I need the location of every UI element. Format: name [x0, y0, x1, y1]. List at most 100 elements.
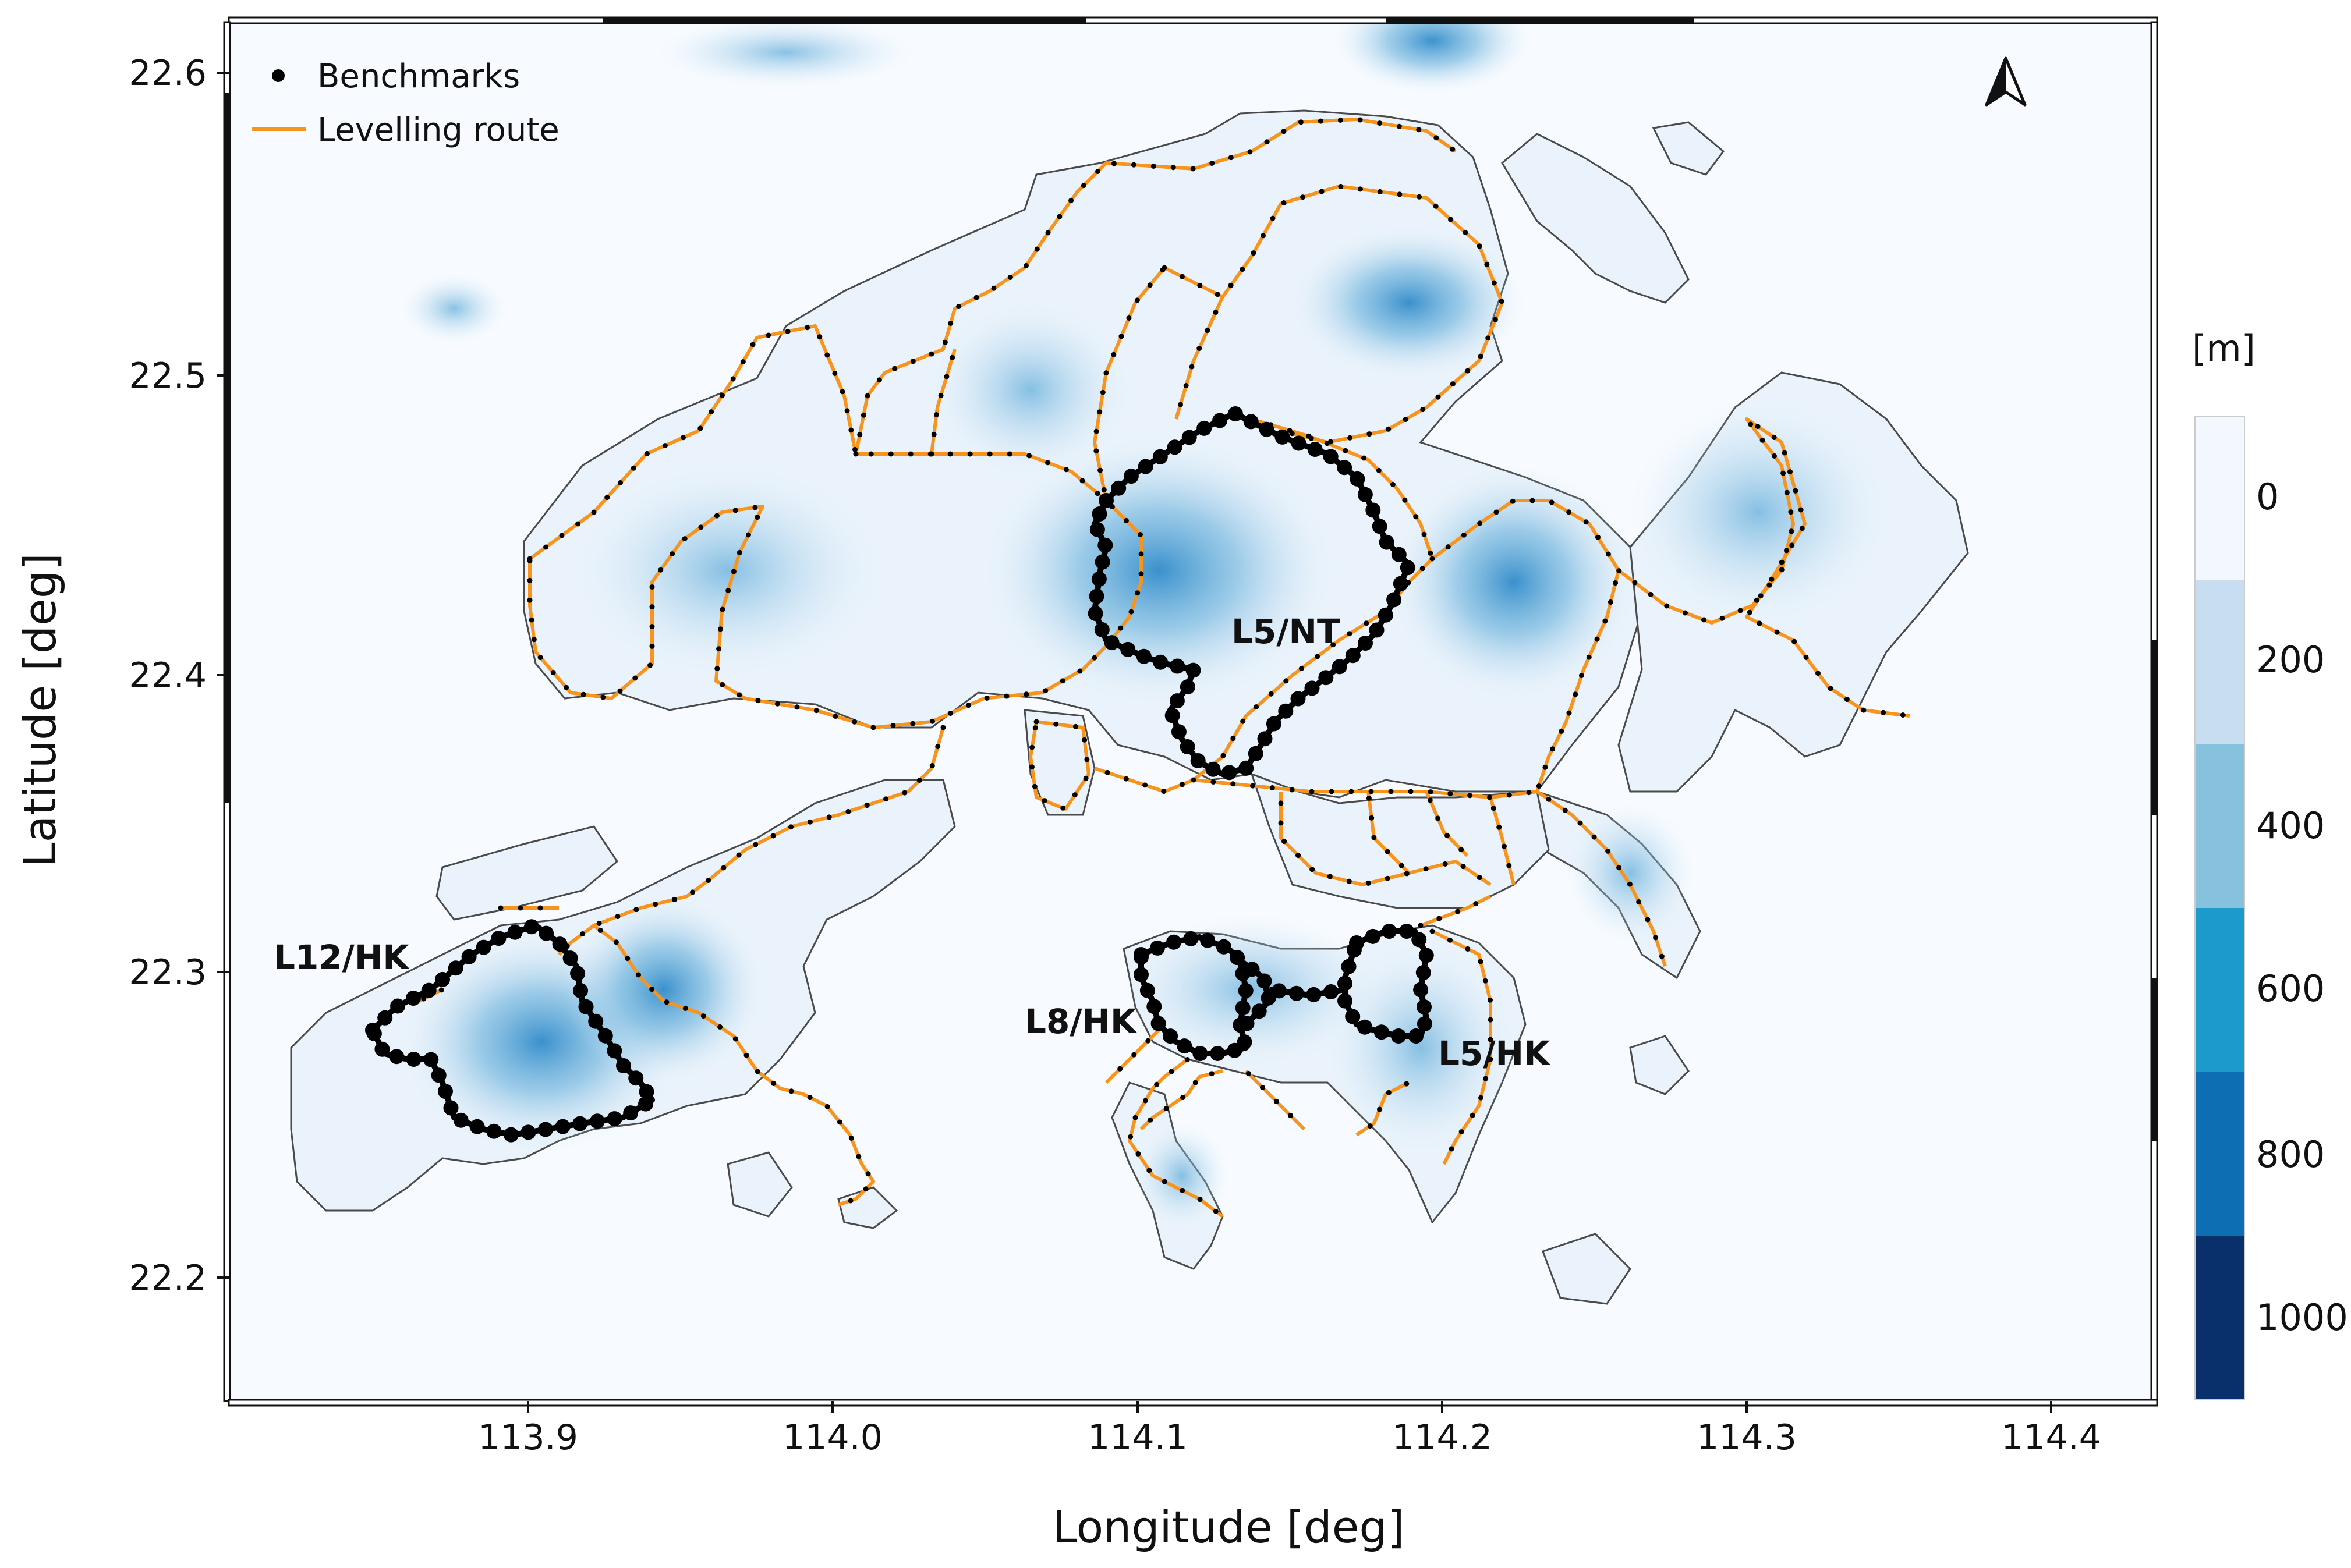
eastern-islets [1629, 1035, 1690, 1095]
benchmark-marker [1290, 691, 1306, 707]
benchmark-marker [833, 714, 838, 719]
benchmark-marker [807, 1095, 813, 1101]
benchmark-marker [1391, 547, 1407, 562]
benchmark-marker [682, 1005, 688, 1011]
benchmark-marker [987, 451, 993, 457]
benchmark-marker [1295, 853, 1301, 859]
benchmark-marker [1369, 815, 1375, 821]
benchmark-marker [1250, 783, 1255, 789]
benchmark-marker [633, 907, 639, 913]
benchmark-marker [377, 1010, 393, 1026]
benchmark-marker [1559, 728, 1564, 734]
benchmark-marker [1134, 949, 1149, 965]
benchmark-marker [597, 1028, 613, 1044]
benchmark-marker [1300, 194, 1306, 200]
benchmark-marker [1771, 435, 1777, 440]
benchmark-marker [1272, 983, 1287, 999]
benchmark-marker [910, 359, 916, 364]
colorbar-swatch [2195, 580, 2244, 745]
legend-benchmark-marker [272, 69, 285, 82]
benchmark-marker [518, 905, 523, 911]
mirs-bay-coast [1501, 133, 1690, 304]
benchmark-marker [1135, 590, 1141, 596]
benchmark-marker [1496, 824, 1502, 830]
benchmark-marker [575, 521, 580, 527]
benchmark-marker [649, 624, 655, 629]
benchmark-marker [1458, 847, 1464, 853]
benchmark-marker [700, 1013, 706, 1019]
benchmark-marker [662, 443, 668, 449]
y-tick-label: 22.3 [129, 952, 207, 993]
benchmark-marker [406, 1052, 422, 1067]
benchmark-marker [537, 905, 543, 911]
sai-kung-relief [1630, 402, 1886, 623]
benchmark-marker [1190, 753, 1206, 768]
benchmark-marker [1549, 499, 1555, 505]
benchmark-marker [644, 450, 650, 456]
benchmark-marker [1367, 1123, 1373, 1129]
benchmark-marker [1386, 592, 1402, 608]
benchmark-marker [1591, 834, 1597, 840]
benchmark-marker [720, 682, 725, 687]
benchmark-marker [1377, 1106, 1383, 1112]
benchmark-marker [1683, 610, 1688, 616]
benchmark-marker [1180, 739, 1195, 754]
benchmark-marker [1608, 599, 1613, 605]
benchmark-marker [1126, 315, 1132, 321]
benchmark-marker [1128, 1134, 1134, 1140]
benchmark-marker [521, 1124, 536, 1140]
benchmark-marker [1417, 194, 1422, 200]
benchmark-marker [1428, 550, 1433, 556]
benchmark-marker [1455, 909, 1461, 914]
benchmark-marker [1636, 899, 1642, 904]
benchmark-marker [1319, 189, 1325, 194]
benchmark-marker [1478, 1095, 1483, 1101]
benchmark-marker [1024, 691, 1029, 697]
benchmark-marker [1421, 531, 1427, 537]
benchmark-marker [1257, 731, 1273, 747]
benchmark-marker [853, 451, 859, 457]
benchmark-marker [1196, 420, 1212, 436]
colorbar-swatch [2195, 744, 2244, 909]
benchmark-marker [824, 352, 830, 358]
benchmark-marker [681, 435, 686, 441]
benchmark-marker [848, 1198, 854, 1204]
benchmark-marker [639, 1084, 654, 1099]
benchmark-marker [716, 646, 722, 652]
benchmark-marker [1197, 282, 1203, 288]
benchmark-marker [1084, 757, 1090, 762]
benchmark-marker [1774, 629, 1780, 635]
benchmark-marker [1287, 428, 1293, 433]
benchmark-marker [697, 425, 703, 431]
benchmark-marker [631, 465, 636, 471]
benchmark-marker [1179, 782, 1185, 787]
benchmark-marker [1861, 707, 1867, 713]
benchmark-marker [1327, 874, 1333, 879]
benchmark-marker [807, 819, 813, 825]
benchmark-marker [1251, 250, 1256, 256]
benchmark-marker [607, 1111, 622, 1127]
benchmark-marker [1259, 1084, 1265, 1090]
benchmark-marker [1900, 712, 1906, 718]
x-tick-label: 114.3 [1697, 1417, 1797, 1458]
benchmark-marker [1348, 789, 1354, 794]
benchmark-marker [732, 1036, 738, 1042]
benchmark-marker [1408, 1028, 1424, 1044]
benchmark-marker [848, 1135, 854, 1141]
benchmark-marker [1423, 866, 1429, 872]
benchmark-marker [1411, 932, 1427, 948]
benchmark-marker [1404, 1081, 1410, 1087]
benchmark-marker [1213, 1208, 1219, 1214]
benchmark-marker [1613, 580, 1619, 586]
benchmark-marker [1270, 215, 1276, 221]
benchmark-marker [1111, 352, 1117, 357]
north-arrow-icon [1985, 56, 2027, 107]
benchmark-marker [1408, 789, 1414, 794]
benchmark-marker [580, 691, 586, 697]
benchmark-marker [537, 655, 543, 661]
benchmark-marker [1488, 1037, 1493, 1042]
colorbar-label: 1000 [2256, 1296, 2348, 1339]
benchmark-marker [1429, 928, 1435, 934]
benchmark-marker [1213, 310, 1219, 315]
benchmark-marker [531, 637, 537, 643]
